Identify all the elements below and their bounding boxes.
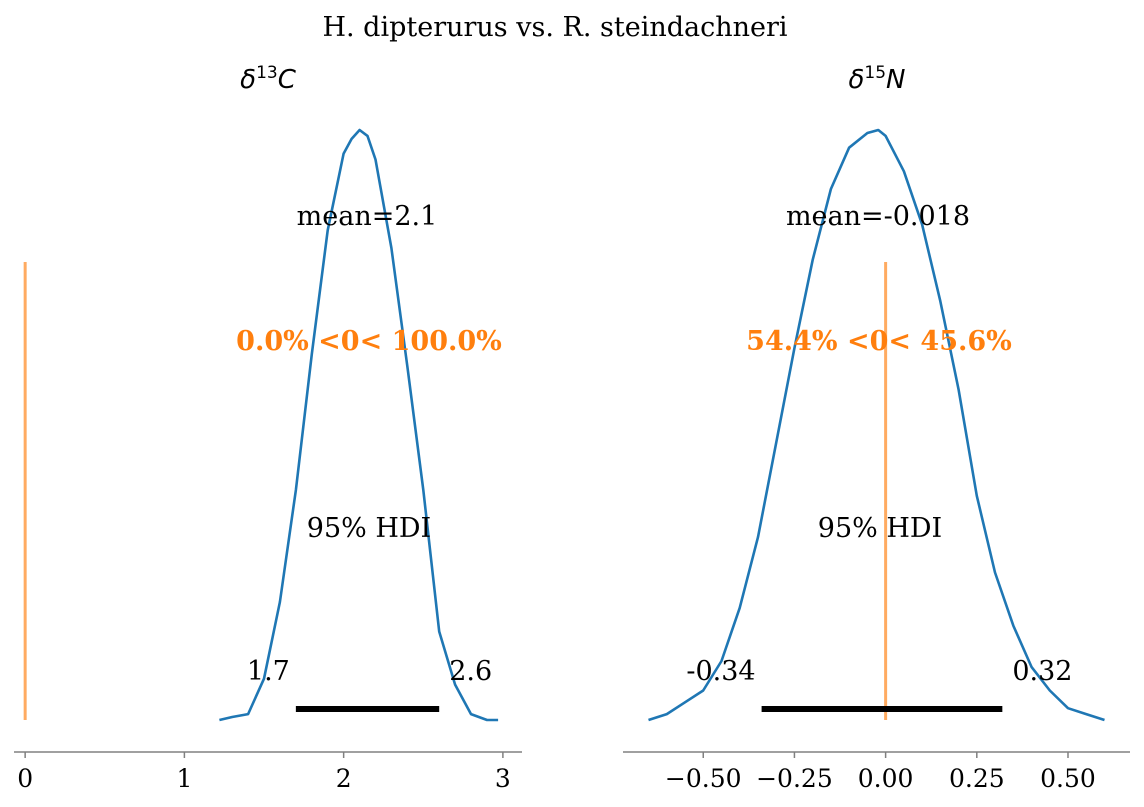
title-variable: N — [886, 65, 905, 95]
x-tick-label: 0.25 — [949, 764, 1005, 793]
x-tick-label: 1 — [176, 764, 192, 793]
title-variable: C — [278, 65, 297, 95]
panel-title: δ15N — [848, 63, 905, 95]
hdi-low-label: -0.34 — [686, 656, 755, 687]
x-tick-label: 0 — [17, 764, 33, 793]
mean-label: mean=-0.018 — [786, 201, 970, 232]
hdi-label: 95% HDI — [818, 513, 942, 544]
panel-title: δ13C — [240, 63, 297, 95]
figure-title: H. dipterurus vs. R. steindachneri — [322, 12, 787, 43]
reference-percent-label: 0.0% <0< 100.0% — [236, 326, 502, 357]
x-tick-label: −0.50 — [665, 764, 742, 793]
x-tick-label: 3 — [495, 764, 511, 793]
hdi-high-label: 2.6 — [449, 656, 492, 687]
title-superscript: 13 — [256, 63, 278, 83]
title-superscript: 15 — [864, 63, 886, 83]
x-tick-label: 0.00 — [858, 764, 914, 793]
x-tick-label: 0.50 — [1040, 764, 1096, 793]
reference-percent-label: 54.4% <0< 45.6% — [746, 326, 1012, 357]
hdi-high-label: 0.32 — [1012, 656, 1072, 687]
hdi-label: 95% HDI — [307, 513, 431, 544]
x-tick-label: 2 — [336, 764, 352, 793]
density-curve — [219, 128, 499, 722]
x-tick-label: −0.25 — [756, 764, 833, 793]
title-symbol: δ — [240, 65, 256, 95]
hdi-low-label: 1.7 — [247, 656, 290, 687]
mean-label: mean=2.1 — [297, 201, 438, 232]
title-symbol: δ — [848, 65, 864, 95]
density-curve — [648, 128, 1105, 722]
